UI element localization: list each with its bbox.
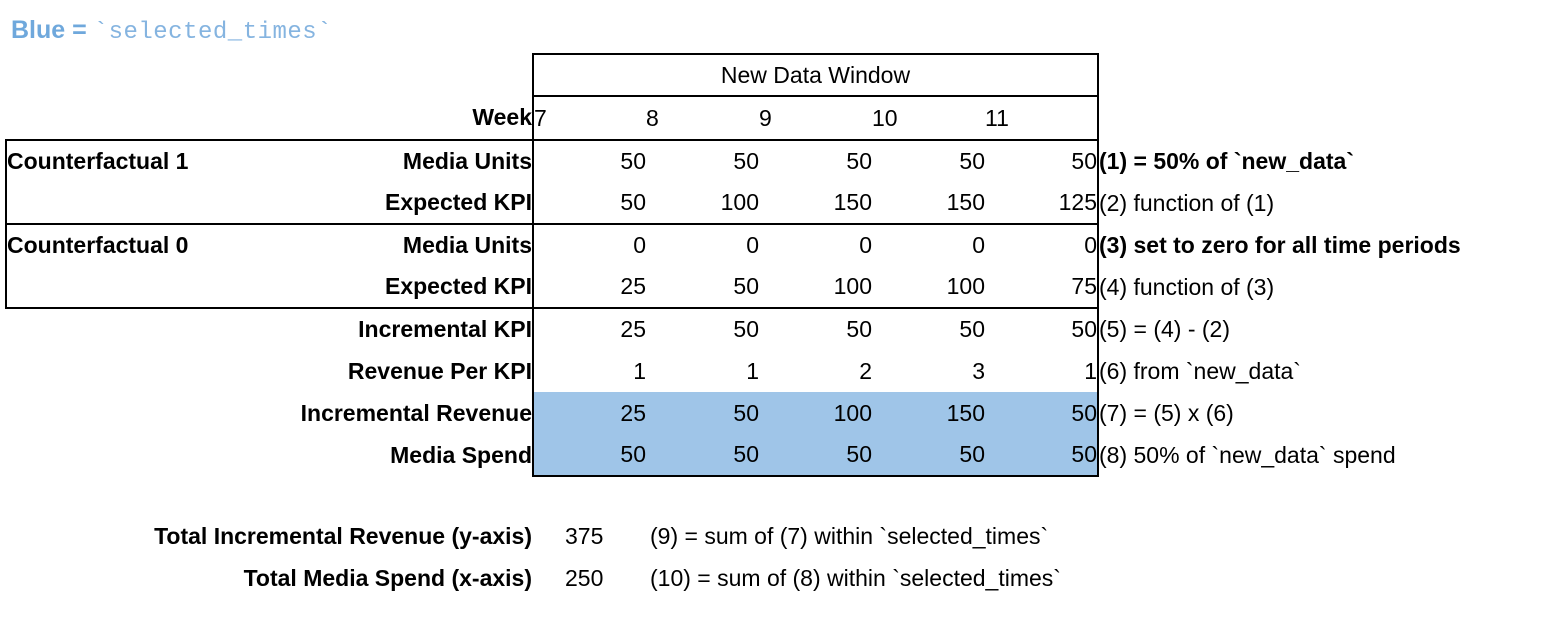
table-row-cf1-media-units: Counterfactual 1 Media Units 50 50 50 50… bbox=[5, 140, 1543, 182]
table-cell-value: 3 bbox=[972, 357, 985, 384]
week-label: Week bbox=[296, 96, 533, 141]
table-cell-value: 50 bbox=[846, 316, 872, 342]
row-metric-label: Incremental Revenue bbox=[300, 399, 532, 426]
totals-section: Total Incremental Revenue (y-axis) 375 (… bbox=[5, 515, 1061, 599]
table-cell-value: 50 bbox=[733, 316, 759, 342]
table-cell-value: 100 bbox=[872, 266, 985, 309]
total-value: 250 bbox=[565, 564, 604, 591]
table-cell-value: 50 bbox=[959, 316, 985, 342]
table-cell-value-highlighted: 100 bbox=[759, 392, 872, 434]
table-cell-value-highlighted: 50 bbox=[759, 434, 872, 477]
row-metric-label: Revenue Per KPI bbox=[347, 357, 532, 384]
new-data-window-header: New Data Window bbox=[532, 53, 1099, 97]
table-cell-value-highlighted: 50 bbox=[532, 434, 646, 477]
table-cell-value: 50 bbox=[646, 266, 759, 309]
row-annotation: (2) function of (1) bbox=[1099, 189, 1275, 216]
row-group-label: Counterfactual 0 bbox=[5, 224, 296, 266]
table-cell-value: 0 bbox=[859, 232, 872, 258]
table-cell-value-highlighted: 50 bbox=[872, 434, 985, 477]
table-cell-value: 75 bbox=[985, 266, 1099, 309]
table-cell-value: 25 bbox=[532, 266, 646, 309]
table-cell-value: 50 bbox=[959, 148, 985, 174]
table-row-cf1-expected-kpi: Expected KPI 50 100 150 150 125 (2) func… bbox=[5, 182, 1543, 225]
table-cell-value-highlighted: 50 bbox=[985, 392, 1099, 434]
table-cell-value: 125 bbox=[985, 182, 1099, 225]
week-header-cell: 8 bbox=[646, 96, 759, 141]
window-header-row: New Data Window bbox=[6, 53, 1543, 97]
table-row-incremental-revenue: Incremental Revenue 25 50 100 150 50 (7)… bbox=[6, 392, 1543, 434]
legend-note-code: `selected_times` bbox=[93, 19, 333, 46]
table-row-revenue-per-kpi: Revenue Per KPI 1 1 2 3 1 (6) from `new_… bbox=[6, 350, 1543, 392]
table-cell-value: 0 bbox=[985, 224, 1099, 266]
total-annotation: (9) = sum of (7) within `selected_times` bbox=[650, 522, 1049, 549]
total-media-spend-row: Total Media Spend (x-axis) 250 (10) = su… bbox=[5, 557, 1061, 599]
table-cell-value: 50 bbox=[846, 148, 872, 174]
row-annotation: (3) set to zero for all time periods bbox=[1099, 231, 1461, 258]
week-header-cell: 10 bbox=[872, 96, 985, 141]
table-cell-value-highlighted: 50 bbox=[646, 392, 759, 434]
row-group-label: Counterfactual 1 bbox=[5, 140, 296, 182]
table-cell-value: 50 bbox=[532, 140, 646, 182]
table-cell-value: 0 bbox=[972, 232, 985, 258]
table-cell-value-highlighted: 150 bbox=[872, 392, 985, 434]
table-cell-value: 0 bbox=[532, 224, 646, 266]
table-row-incremental-kpi: Incremental KPI 25 50 50 50 50 (5) = (4)… bbox=[6, 308, 1543, 350]
table-row-media-spend: Media Spend 50 50 50 50 50 (8) 50% of `n… bbox=[6, 434, 1543, 477]
row-group-label bbox=[5, 182, 296, 225]
table-cell-value: 50 bbox=[532, 182, 646, 225]
week-header-row: Week 7 8 9 10 11 bbox=[6, 96, 1543, 141]
row-annotation: (7) = (5) x (6) bbox=[1099, 399, 1234, 426]
week-header-cell: 9 bbox=[759, 96, 872, 141]
row-annotation: (4) function of (3) bbox=[1099, 273, 1275, 300]
table-cell-value: 1 bbox=[985, 350, 1099, 392]
table-cell-value-highlighted: 25 bbox=[532, 392, 646, 434]
table-cell-value: 100 bbox=[646, 182, 759, 225]
table-cell-value: 50 bbox=[733, 148, 759, 174]
table-cell-value: 25 bbox=[532, 308, 646, 350]
table-cell-value: 2 bbox=[859, 357, 872, 384]
total-label: Total Incremental Revenue (y-axis) bbox=[154, 522, 532, 549]
total-incremental-revenue-row: Total Incremental Revenue (y-axis) 375 (… bbox=[5, 515, 1061, 557]
week-header-cell: 11 bbox=[985, 96, 1099, 141]
table-row-cf0-media-units: Counterfactual 0 Media Units 0 0 0 0 0 (… bbox=[5, 224, 1543, 266]
row-metric-label: Expected KPI bbox=[296, 266, 533, 309]
table-cell-value: 1 bbox=[532, 350, 646, 392]
row-annotation: (8) 50% of `new_data` spend bbox=[1099, 441, 1396, 468]
total-label: Total Media Spend (x-axis) bbox=[243, 564, 532, 591]
table-row-cf0-expected-kpi: Expected KPI 25 50 100 100 75 (4) functi… bbox=[5, 266, 1543, 309]
table-cell-value: 50 bbox=[985, 308, 1099, 350]
table-cell-value: 150 bbox=[872, 182, 985, 225]
table-cell-value: 100 bbox=[759, 266, 872, 309]
total-value: 375 bbox=[565, 522, 604, 549]
row-metric-label: Incremental KPI bbox=[358, 316, 532, 342]
row-annotation: (5) = (4) - (2) bbox=[1099, 315, 1230, 342]
row-group-label bbox=[5, 266, 296, 309]
counterfactual-table: New Data Window Week 7 8 9 10 11 Counter… bbox=[5, 53, 1544, 477]
table-cell-value: 1 bbox=[746, 357, 759, 384]
table-cell-value: 50 bbox=[985, 140, 1099, 182]
table-cell-value: 150 bbox=[759, 182, 872, 225]
legend-note: Blue = `selected_times` bbox=[11, 16, 332, 46]
legend-note-prefix: Blue = bbox=[11, 16, 94, 44]
row-metric-label: Expected KPI bbox=[296, 182, 533, 225]
week-header-cell: 7 bbox=[532, 96, 646, 141]
row-annotation: (6) from `new_data` bbox=[1099, 357, 1301, 384]
row-metric-label: Media Units bbox=[402, 148, 532, 174]
row-annotation: (1) = 50% of `new_data` bbox=[1099, 147, 1354, 174]
row-metric-label: Media Units bbox=[402, 232, 532, 258]
row-metric-label: Media Spend bbox=[390, 441, 532, 468]
table-cell-value: 0 bbox=[746, 232, 759, 258]
total-annotation: (10) = sum of (8) within `selected_times… bbox=[650, 564, 1061, 591]
table-cell-value-highlighted: 50 bbox=[985, 434, 1099, 477]
table-cell-value-highlighted: 50 bbox=[646, 434, 759, 477]
